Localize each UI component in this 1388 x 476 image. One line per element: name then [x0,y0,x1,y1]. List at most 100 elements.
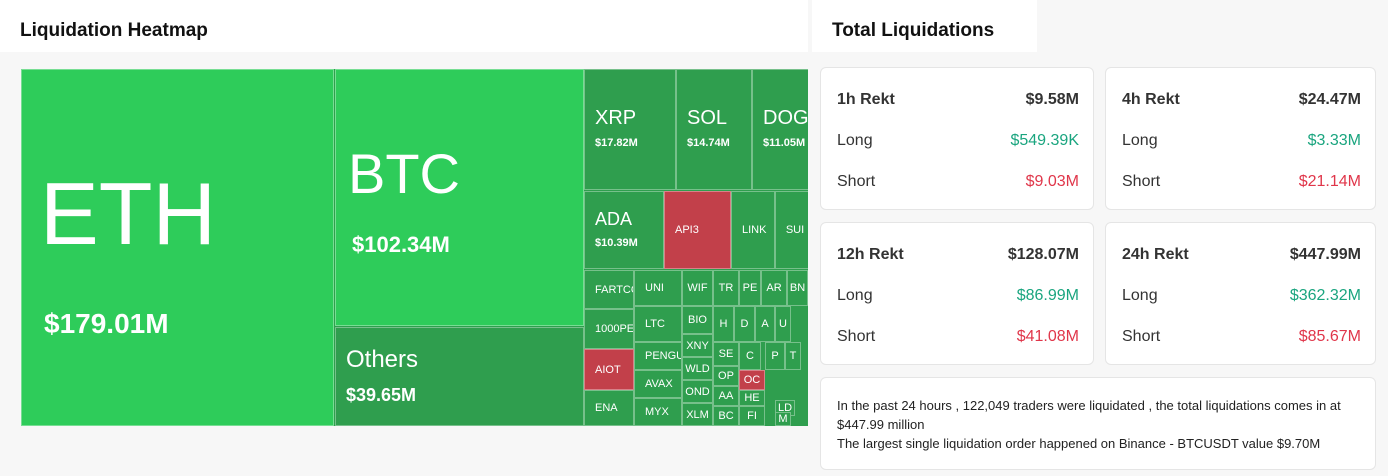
tile: WLD [682,357,713,380]
tile-value: $14.74M [687,137,730,149]
tile: AA [713,386,739,406]
card-row: 1h Rekt $9.58M [837,91,1079,109]
tile-label: C [746,350,754,362]
tile-label: A [761,318,769,330]
tile-label: M [778,413,788,425]
row-label: Short [1122,328,1161,345]
tile: BN [787,270,808,306]
card-row: 12h Rekt $128.07M [837,246,1079,264]
tile: OC [739,370,765,390]
tile-label: Others [346,346,419,373]
tile-label: WIF [687,282,708,294]
rekt-card: 1h Rekt $9.58M Long $549.39K Short $9.03M [820,67,1094,210]
tile: OND [682,380,713,403]
tile: SE [713,342,739,366]
tile: API3 [664,191,731,269]
row-label: Long [837,287,873,304]
row-label: Short [837,173,876,190]
card-row: 24h Rekt $447.99M [1122,246,1361,264]
tile-label: SOL [687,107,728,129]
row-label: Long [1122,132,1158,149]
tile-label: XRP [595,107,637,129]
row-value: $3.33M [1307,132,1361,149]
row-value: $9.03M [1025,173,1079,190]
tile-label: API3 [675,224,699,236]
row-label: Short [837,328,876,345]
heatmap-title: Liquidation Heatmap [0,0,222,52]
tile: BC [713,406,739,426]
tile-label: UNI [645,282,664,294]
tile-label: BIO [688,314,707,326]
row-label: 1h Rekt [837,91,895,108]
tile: T [785,342,801,370]
summary-line: The largest single liquidation order hap… [837,436,1321,451]
tile-label: SUI [785,224,805,236]
row-value: $85.67M [1298,328,1361,345]
tile: ETH $179.01M [21,69,334,426]
tile-label: H [719,318,728,330]
tile: BTC $102.34M [335,69,584,326]
row-value: $21.14M [1298,173,1361,190]
tile: C [739,342,761,370]
tile: Others $39.65M [335,327,584,426]
tile-label: BTC [348,142,460,205]
tile-label: 1000PE [595,323,634,335]
tile-label: T [789,350,797,362]
card-row: Long $3.33M [1122,132,1361,150]
tile: MYX [634,398,682,426]
tile-label: LINK [742,224,767,236]
row-label: 4h Rekt [1122,91,1180,108]
tile: U [775,306,791,342]
tile-label: PENGU [645,350,682,362]
tile: HE [739,390,765,406]
tile: SUI [775,191,808,269]
card-row: 4h Rekt $24.47M [1122,91,1361,109]
tile-label: D [740,318,749,330]
tile: H [713,306,734,342]
card-row: Short $41.08M [837,328,1079,346]
treemap: ETH $179.01M BTC $102.34M Others $39.65M XRP $1… [21,69,808,426]
tile: AR [761,270,787,306]
row-value: $549.39K [1010,132,1079,149]
row-label: Long [1122,287,1158,304]
tile-label: TR [718,282,734,294]
rekt-card: 12h Rekt $128.07M Long $86.99M Short $41.08M [820,222,1094,365]
tile-label: AVAX [645,378,673,390]
tile: SOL $14.74M [676,69,752,190]
card-row: Long $86.99M [837,287,1079,305]
tile-label: SE [718,348,734,360]
tile: PE [739,270,761,306]
tile: FARTCO [584,270,634,309]
rekt-card: 4h Rekt $24.47M Long $3.33M Short $21.14M [1105,67,1376,210]
header-bar [222,0,808,52]
row-value: $9.58M [1025,91,1079,108]
tile: AIOT [584,349,634,390]
row-value: $24.47M [1298,91,1361,108]
row-label: Long [837,132,873,149]
card-row: Short $85.67M [1122,328,1361,346]
tile: WIF [682,270,713,306]
tile: UNI [634,270,682,306]
totals-title: Total Liquidations [812,0,1037,52]
rekt-card: 24h Rekt $447.99M Long $362.32M Short $85.67M [1105,222,1376,365]
tile: DOG $11.05M [752,69,808,190]
tile-label: OND [685,385,710,398]
tile: P [765,342,785,370]
tile: PENGU [634,342,682,370]
summary-card: In the past 24 hours , 122,049 traders w… [820,377,1376,470]
tile: ENA [584,390,634,426]
tile: OP [713,366,739,386]
tile-label: P [771,350,779,362]
tile-label: XLM [686,408,709,421]
card-row: Short $21.14M [1122,173,1361,191]
summary-text: In the past 24 hours , 122,049 traders w… [821,378,1375,453]
tile: XLM [682,403,713,426]
card-row: Long $362.32M [1122,287,1361,305]
tile-label: BC [718,410,734,422]
card-row: Long $549.39K [837,132,1079,150]
tile-label: DOG [763,107,808,129]
row-value: $41.08M [1016,328,1079,345]
summary-line: In the past 24 hours , 122,049 traders w… [837,398,1341,432]
row-label: Short [1122,173,1161,190]
tile-label: ADA [595,209,633,229]
